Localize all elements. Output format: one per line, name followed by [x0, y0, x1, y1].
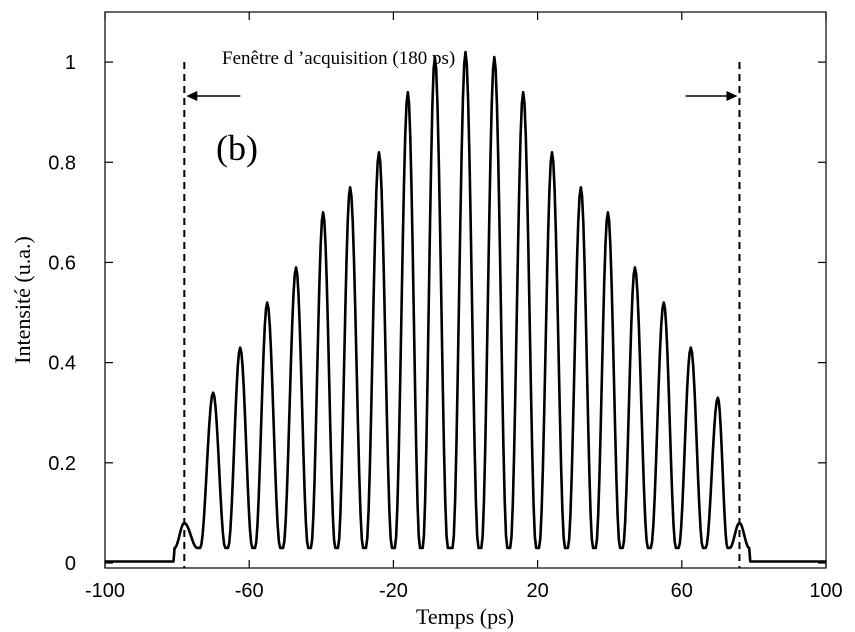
y-axis-title: Intensité (u.a.)	[10, 236, 35, 364]
window-left-arrowhead	[186, 91, 198, 101]
x-tick-label: 20	[526, 580, 548, 602]
x-tick-label: -60	[235, 580, 264, 602]
x-tick-label: -20	[379, 580, 408, 602]
y-tick-label: 0	[65, 553, 76, 575]
x-tick-label: 60	[671, 580, 693, 602]
intensity-trace	[105, 50, 826, 563]
acquisition-window-annotation: Fenêtre d ’acquisition (180 ps)	[222, 48, 455, 69]
plot-frame	[104, 11, 827, 569]
ticks	[104, 12, 827, 568]
tick-labels: -100 -60 -20 20 60 100 0 0.2 0.4 0.6 0.8 1	[48, 52, 843, 602]
x-tick-label: 100	[809, 580, 842, 602]
y-tick-label: 1	[65, 52, 76, 74]
y-tick-label: 0.8	[48, 152, 76, 174]
window-right-arrowhead	[726, 91, 738, 101]
y-tick-label: 0.2	[48, 453, 76, 475]
panel-label: (b)	[216, 128, 258, 168]
x-axis-title: Temps (ps)	[416, 604, 514, 629]
x-tick-label: -100	[85, 580, 125, 602]
y-tick-label: 0.4	[48, 353, 76, 375]
y-tick-label: 0.6	[48, 252, 76, 274]
